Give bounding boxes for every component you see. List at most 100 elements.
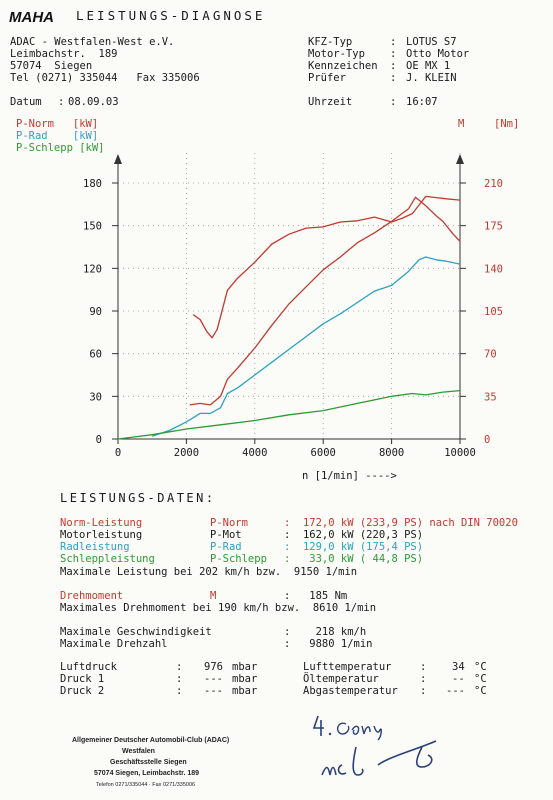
uhrzeit-label: Uhrzeit — [308, 96, 353, 108]
max-speed-val: : 218 km/h — [284, 626, 367, 638]
schlepp-val: : 33,0 kW ( 44,8 PS) — [284, 553, 424, 565]
x-tick-label: 8000 — [379, 447, 404, 459]
vehicle-value: OE MX 1 — [406, 60, 451, 72]
max-drehmoment-line: Maximales Drehmoment bei 190 km/h bzw. 8… — [60, 602, 377, 614]
maha-logo: MAHA — [9, 9, 54, 26]
x-tick-label: 10000 — [444, 447, 476, 459]
pressure-value: 976 — [204, 661, 223, 673]
x-axis-label: n [1/min] ----> — [302, 470, 397, 482]
pressure-value: --- — [204, 685, 223, 697]
pressure-sep: : — [176, 661, 183, 673]
series-line-p_rad — [151, 256, 461, 437]
vehicle-value: Otto Motor — [406, 48, 470, 60]
vehicle-value: J. KLEIN — [406, 72, 457, 84]
schlepp-name: Schleppleistung — [60, 553, 155, 565]
y-tick-label-right: 175 — [484, 221, 503, 233]
y-tick-label-left: 90 — [89, 306, 102, 318]
legend-p-rad: P-Rad [kW] — [16, 130, 99, 142]
pressure-unit: mbar — [232, 685, 258, 697]
legend-m-unit: [Nm] — [494, 118, 520, 130]
vehicle-sep: : — [390, 60, 397, 72]
pressure-label: Druck 1 — [60, 673, 105, 685]
vehicle-label: Prüfer — [308, 72, 346, 84]
mot-sym: P-Mot — [210, 529, 242, 541]
mot-val: : 162,0 kW (220,3 PS) — [284, 529, 424, 541]
y-tick-label-left: 30 — [89, 391, 102, 403]
page-title: LEISTUNGS-DIAGNOSE — [76, 8, 266, 23]
pressure-unit: mbar — [232, 673, 258, 685]
y-tick-label-left: 0 — [96, 434, 102, 446]
series-line-m — [192, 195, 461, 339]
temp-unit: °C — [474, 673, 487, 685]
y-tick-label-right: 210 — [484, 178, 503, 190]
pressure-label: Druck 2 — [60, 685, 105, 697]
section-heading: LEISTUNGS-DATEN: — [60, 491, 216, 505]
legend-p-schlepp: P-Schlepp [kW] — [16, 142, 105, 154]
company-city: 57074 Siegen — [10, 60, 93, 72]
drehmoment-val: : 185 Nm — [284, 590, 348, 602]
power-torque-chart: 0 30 60 90 120 150 180 0 35 70 105 140 175 210 0 2000 40… — [83, 153, 503, 482]
y-axis-right-arrow — [456, 154, 464, 164]
x-tick-label: 6000 — [311, 447, 336, 459]
mot-name: Motorleistung — [60, 529, 143, 541]
y-tick-label-right: 35 — [484, 391, 497, 403]
y-tick-label-right: 70 — [484, 349, 497, 361]
schlepp-sym: P-Schlepp — [210, 553, 267, 565]
vehicle-label: Kennzeichen — [308, 60, 378, 72]
stamp-line: Westfalen — [122, 748, 155, 755]
signature — [321, 740, 437, 776]
max-rpm-label: Maximale Drehzahl — [60, 638, 168, 650]
datum-label: Datum — [10, 96, 42, 108]
x-tick-label: 0 — [115, 447, 121, 459]
vehicle-value: LOTUS S7 — [406, 36, 457, 48]
company-phone: Tel (0271) 335044 Fax 335006 — [10, 72, 200, 84]
vehicle-label: Motor-Typ — [308, 48, 365, 60]
drehmoment-name: Drehmoment — [60, 590, 124, 602]
stamp-line: Geschäftsstelle Siegen — [110, 759, 187, 766]
norm-name: Norm-Leistung — [60, 517, 143, 529]
stamp-line: Telefon 0271/335044 · Fax 0271/335006 — [96, 782, 196, 788]
rad-name: Radleistung — [60, 541, 130, 553]
y-tick-label-left: 120 — [83, 263, 102, 275]
x-tick-label: 4000 — [242, 447, 267, 459]
logo-text: MAHA — [9, 9, 54, 26]
rad-val: : 129,0 kW (175,4 PS) — [284, 541, 424, 553]
temp-sep: : — [420, 661, 427, 673]
company-street: Leimbachstr. 189 — [10, 48, 118, 60]
vehicle-sep: : — [390, 72, 397, 84]
legend-p-norm: P-Norm [kW] — [16, 118, 99, 130]
y-tick-label-left: 150 — [83, 221, 102, 233]
temp-label: Öltemperatur — [303, 673, 379, 685]
vehicle-label: KFZ-Typ — [308, 36, 353, 48]
series-line-p_schlepp — [117, 389, 461, 440]
temp-label: Lufttemperatur — [303, 661, 392, 673]
vehicle-sep: : — [390, 48, 397, 60]
temp-unit: °C — [474, 661, 487, 673]
y-tick-label-left: 180 — [83, 178, 102, 190]
temp-value: --- — [446, 685, 465, 697]
y-tick-label-right: 105 — [484, 306, 503, 318]
temp-label: Abgastemperatur — [303, 685, 398, 697]
pressure-sep: : — [176, 685, 183, 697]
temp-sep: : — [420, 685, 427, 697]
uhrzeit-value: 16:07 — [406, 96, 438, 108]
legend-m: M — [458, 118, 465, 130]
norm-sym: P-Norm — [210, 517, 248, 529]
x-tick-label: 2000 — [174, 447, 199, 459]
signature-mark — [312, 715, 383, 741]
pressure-sep: : — [176, 673, 183, 685]
y-axis-left-arrow — [114, 154, 122, 164]
vehicle-sep: : — [390, 36, 397, 48]
series-line-p_norm — [189, 196, 461, 406]
temp-value: -- — [452, 673, 465, 685]
drehmoment-sym: M — [210, 590, 217, 602]
datum-sep: : — [58, 96, 65, 108]
pressure-value: --- — [204, 673, 223, 685]
rad-sym: P-Rad — [210, 541, 242, 553]
y-tick-label-left: 60 — [89, 349, 102, 361]
company-name: ADAC - Westfalen-West e.V. — [10, 36, 175, 48]
y-tick-label-right: 0 — [484, 434, 490, 446]
stamp-line: Allgemeiner Deutscher Automobil-Club (AD… — [72, 737, 230, 744]
temp-value: 34 — [452, 661, 465, 673]
max-rpm-val: : 9880 1/min — [284, 638, 373, 650]
